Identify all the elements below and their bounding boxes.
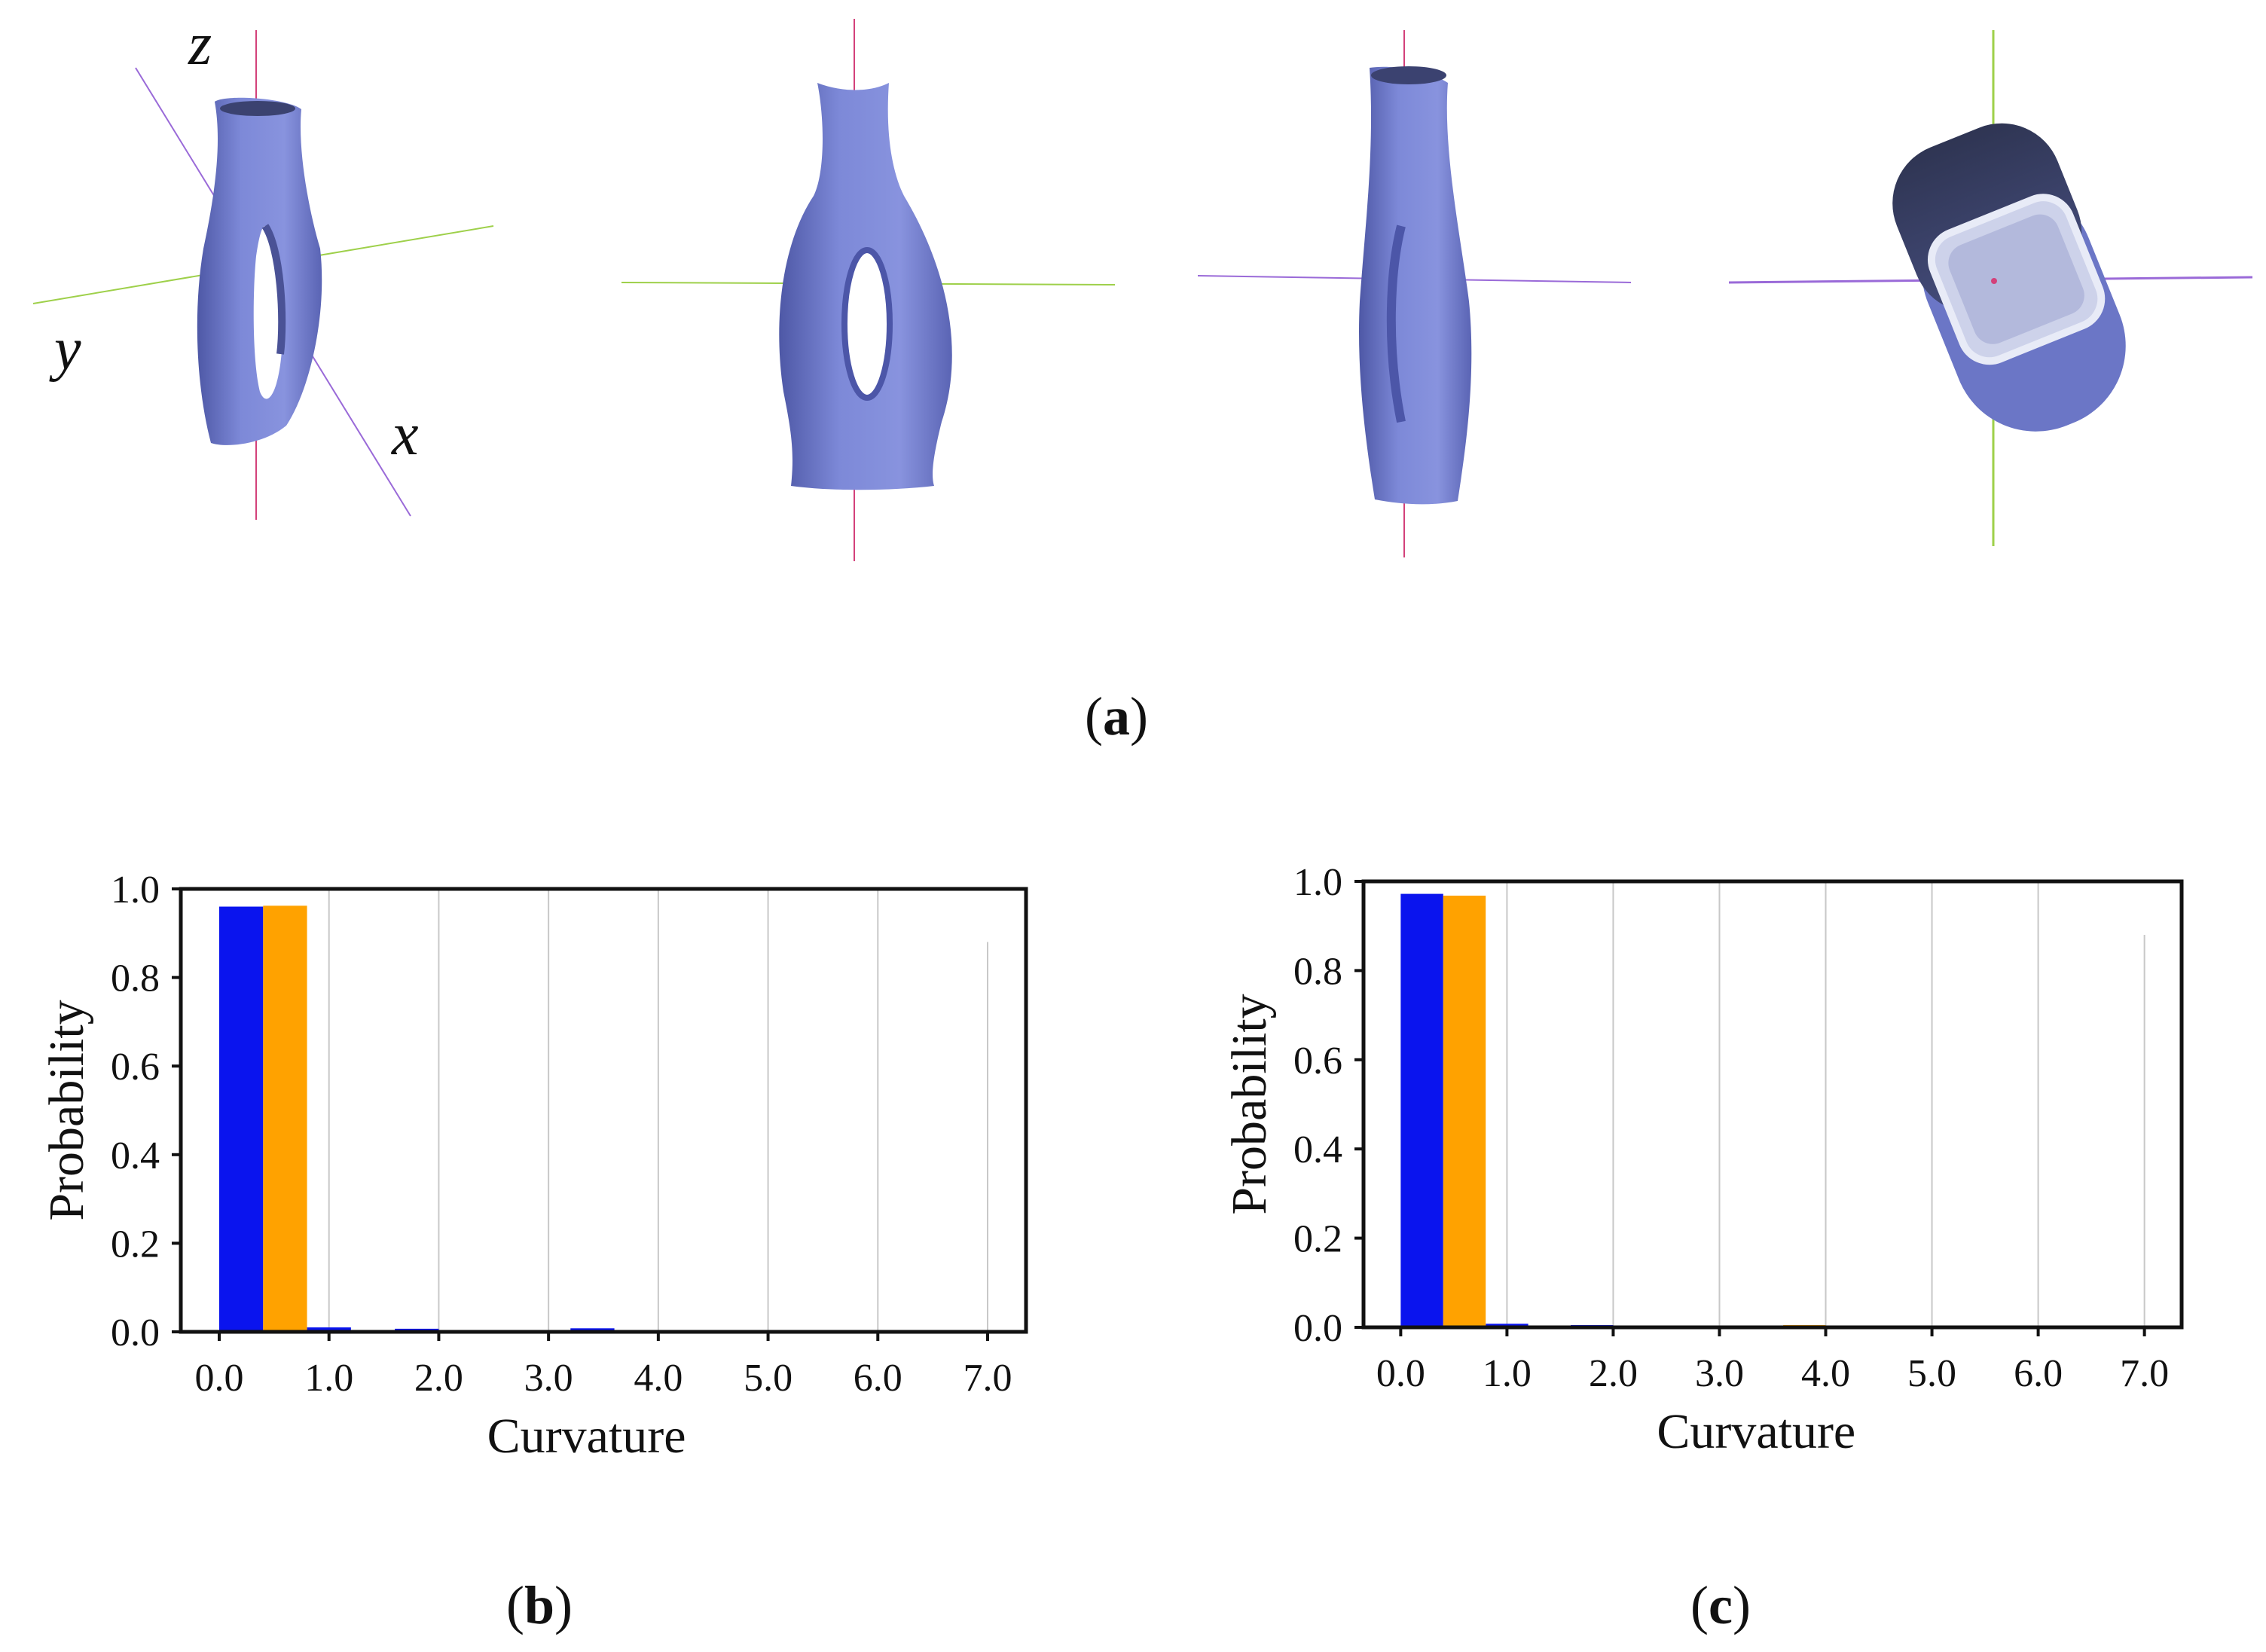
plot-frame bbox=[1361, 879, 2184, 1330]
x-tick-label: 6.0 bbox=[854, 1357, 902, 1400]
plot-frame bbox=[179, 887, 1028, 1334]
y-tick-label: 0.8 bbox=[111, 957, 160, 1000]
x-tick-label: 1.0 bbox=[304, 1357, 353, 1400]
chart-c: 0.0 0.2 0.4 0.6 0.8 1.0 0.0 1.0 2.0 3.0 4.0 5.0 6.0 7… bbox=[1183, 829, 2266, 1476]
x-tick-label: 2.0 bbox=[414, 1357, 463, 1400]
caption-b: (b) bbox=[506, 1575, 573, 1635]
x-tick-label: 2.0 bbox=[1589, 1352, 1638, 1395]
x-tick-label: 4.0 bbox=[634, 1357, 683, 1400]
chart-c-svg: 0.0 0.2 0.4 0.6 0.8 1.0 0.0 1.0 2.0 3.0 4.0 5.0 6.0 7… bbox=[1222, 861, 2184, 1459]
y-tick-label: 0.2 bbox=[1293, 1218, 1342, 1261]
y-tick-label: 0.8 bbox=[1293, 950, 1342, 993]
y-tick-label: 1.0 bbox=[111, 869, 160, 912]
vase-opening-1 bbox=[220, 101, 295, 116]
y-axis-label: y bbox=[49, 316, 81, 383]
y-tick-label: 0.2 bbox=[111, 1223, 160, 1266]
x-tick-label: 5.0 bbox=[1907, 1352, 1956, 1395]
x-tick-label: 5.0 bbox=[744, 1357, 792, 1400]
x-tick-label: 3.0 bbox=[524, 1357, 573, 1400]
x-tick-label: 7.0 bbox=[964, 1357, 1012, 1400]
vase-hole-2 bbox=[841, 247, 893, 401]
bar-series-1 bbox=[219, 906, 264, 1332]
chart-b-svg: 0.0 0.2 0.4 0.6 0.8 1.0 0.0 1.0 2.0 3.0 4.0 5.0 6.0 7… bbox=[39, 869, 1028, 1464]
y-tick-label: 0.6 bbox=[1293, 1040, 1342, 1083]
x-tick-label: 1.0 bbox=[1483, 1352, 1532, 1395]
x-axis-title: Curvature bbox=[487, 1409, 686, 1464]
object-views: z y x bbox=[0, 0, 2266, 603]
view-1-isometric: z y x bbox=[32, 11, 494, 520]
view-3-side bbox=[1197, 30, 1632, 557]
y-tick-label: 0.0 bbox=[111, 1312, 160, 1354]
x-tick-label: 0.0 bbox=[1376, 1352, 1425, 1395]
vase-hole-shade-1 bbox=[261, 224, 286, 355]
object-views-svg: z y x bbox=[32, 11, 2253, 561]
x-axis-label: x bbox=[391, 402, 419, 468]
y-tick-label: 0.0 bbox=[1293, 1307, 1342, 1350]
view-4-top bbox=[1728, 30, 2253, 546]
bar-series-1 bbox=[1400, 893, 1443, 1327]
y-tick-label: 0.6 bbox=[111, 1046, 160, 1089]
x-tick-label: 3.0 bbox=[1695, 1352, 1744, 1395]
y-axis-title: Probability bbox=[39, 1000, 94, 1220]
caption-b-letter: b bbox=[524, 1575, 555, 1635]
x-tick-label: 6.0 bbox=[2014, 1352, 2063, 1395]
bar-series-2 bbox=[1443, 895, 1486, 1327]
y-axis-title: Probability bbox=[1222, 994, 1277, 1214]
x-tick-label: 7.0 bbox=[2120, 1352, 2169, 1395]
view-2-front bbox=[621, 19, 1116, 561]
caption-c: (c) bbox=[1690, 1575, 1751, 1635]
center-point-icon bbox=[1991, 278, 1997, 284]
z-axis-label: z bbox=[188, 11, 212, 78]
x-tick-label: 0.0 bbox=[195, 1357, 244, 1400]
caption-a: (a) bbox=[1085, 686, 1148, 747]
bar-series-1 bbox=[307, 1327, 351, 1332]
vase-opening-3 bbox=[1371, 66, 1446, 84]
chart-b: 0.0 0.2 0.4 0.6 0.8 1.0 0.0 1.0 2.0 3.0 4.0 5.0 6.0 7… bbox=[0, 836, 1115, 1484]
bar-series-2 bbox=[263, 905, 307, 1332]
vase-hole-edge-3 bbox=[1386, 224, 1406, 423]
y-tick-label: 0.4 bbox=[1293, 1128, 1342, 1171]
caption-c-letter: c bbox=[1708, 1575, 1733, 1635]
x-tick-label: 4.0 bbox=[1801, 1352, 1850, 1395]
vase-opening-inner-4 bbox=[1948, 214, 2084, 344]
y-tick-label: 0.4 bbox=[111, 1134, 160, 1177]
caption-a-letter: a bbox=[1102, 686, 1130, 747]
x-axis-title: Curvature bbox=[1657, 1404, 1855, 1459]
vase-body-3 bbox=[1359, 66, 1472, 505]
y-tick-label: 1.0 bbox=[1293, 861, 1342, 904]
